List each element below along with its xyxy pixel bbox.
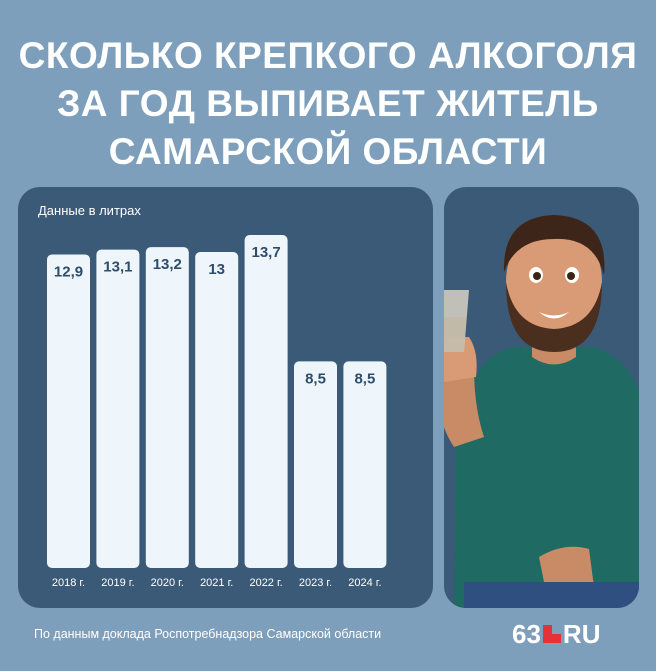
- data-label: 8,5: [305, 370, 326, 387]
- title-line-2: ЗА ГОД ВЫПИВАЕТ ЖИТЕЛЬ: [57, 83, 599, 124]
- chart-panel: Данные в литрах 12,9 2018 г. 13,1 2019 г. 13…: [18, 187, 433, 608]
- title-line-1: СКОЛЬКО КРЕПКОГО АЛКОГОЛЯ: [18, 35, 638, 76]
- x-tick-label: 2021 г.: [200, 577, 233, 589]
- page-title: СКОЛЬКО КРЕПКОГО АЛКОГОЛЯ ЗА ГОД ВЫПИВАЕ…: [0, 32, 656, 176]
- bar-chart: 12,9 2018 г. 13,1 2019 г. 13,2 2020 г. 13 2021 …: [47, 235, 387, 589]
- x-tick-label: 2022 г.: [249, 577, 282, 589]
- title-line-3: САМАРСКОЙ ОБЛАСТИ: [108, 131, 548, 172]
- data-label: 13,1: [103, 259, 132, 276]
- bar-2021: [195, 252, 239, 568]
- logo-number: 63: [512, 618, 541, 649]
- bar-2022: [244, 235, 288, 568]
- source-note: По данным доклада Роспотребнадзора Самар…: [34, 627, 382, 641]
- x-tick-label: 2019 г.: [101, 577, 134, 589]
- data-label: 8,5: [354, 370, 375, 387]
- bar-2018: [47, 254, 90, 568]
- unit-note: Данные в литрах: [38, 203, 141, 218]
- data-label: 13: [208, 261, 225, 278]
- x-tick-label: 2018 г.: [52, 577, 85, 589]
- site-logo[interactable]: 63 RU: [512, 618, 601, 649]
- man-illustration: [444, 215, 639, 608]
- bar-2020: [145, 247, 189, 568]
- data-label: 12,9: [54, 263, 83, 280]
- x-tick-label: 2020 г.: [151, 577, 184, 589]
- data-label: 13,2: [153, 256, 182, 273]
- bar-2019: [96, 249, 140, 569]
- data-label: 13,7: [251, 244, 280, 261]
- bar-2024: [343, 361, 387, 568]
- bar-2023: [294, 361, 337, 568]
- logo-suffix: RU: [562, 618, 601, 649]
- x-tick-label: 2023 г.: [299, 577, 332, 589]
- man-with-glass-illustration: [444, 187, 639, 608]
- x-tick-label: 2024 г.: [348, 577, 381, 589]
- logo-mark-icon: [542, 625, 561, 643]
